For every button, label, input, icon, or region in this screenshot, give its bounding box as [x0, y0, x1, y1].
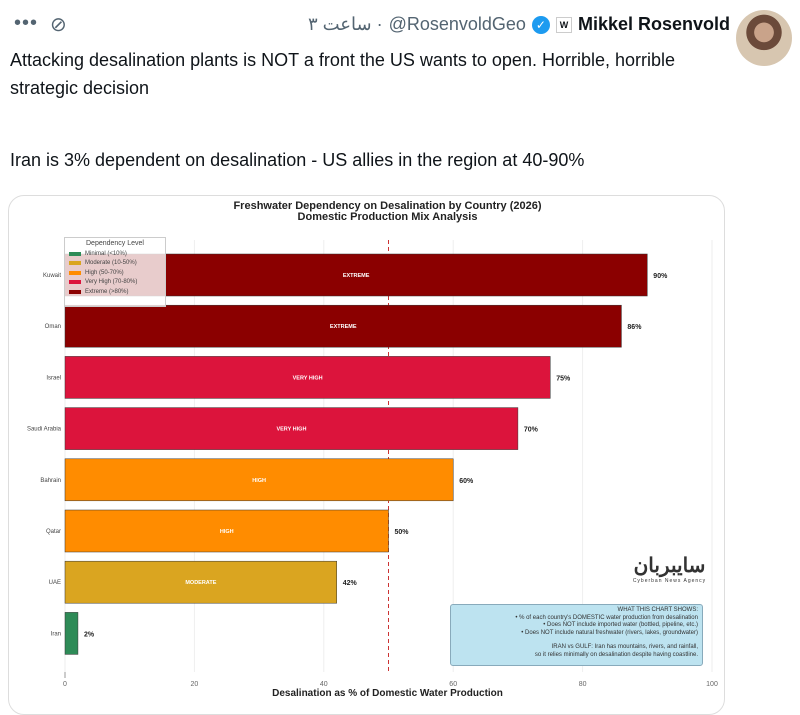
legend-swatch — [69, 270, 81, 275]
bar-label: VERY HIGH — [276, 427, 306, 433]
author-handle[interactable]: @RosenvoldGeo — [388, 14, 526, 34]
bar-iran — [64, 612, 79, 655]
watermark-logo: سایبربان Cyberban News Agency — [632, 555, 707, 584]
affiliate-badge[interactable]: W — [555, 16, 572, 33]
bar-label: MODERATE — [185, 580, 216, 586]
legend-item: Minimal (<10%) — [69, 249, 161, 259]
chart-legend: Dependency Level Minimal (<10%) Moderate … — [64, 237, 166, 307]
bar-label: VERY HIGH — [293, 375, 323, 381]
x-axis-label: Desalination as % of Domestic Water Prod… — [272, 688, 503, 699]
legend-label: Extreme (>80%) — [85, 288, 129, 295]
value-label: 70% — [524, 427, 539, 434]
bar-oman — [64, 304, 622, 348]
legend-label: Moderate (10-50%) — [85, 260, 137, 267]
bar-label: HIGH — [252, 478, 266, 484]
verified-badge-icon: ✓ — [531, 15, 550, 34]
legend-item: Very High (70-80%) — [69, 278, 161, 288]
bar-label: EXTREME — [330, 324, 357, 330]
author-name[interactable]: Mikkel Rosenvold — [577, 14, 730, 34]
bar-qatar — [64, 509, 389, 553]
x-tick-label: 100 — [706, 681, 718, 688]
tweet-text: Attacking desalination plants is NOT a f… — [10, 50, 676, 98]
more-options-icon[interactable]: ••• — [14, 12, 39, 34]
legend-label: Minimal (<10%) — [85, 250, 127, 257]
y-tick-label: Saudi Arabia — [27, 427, 62, 433]
tweet-time[interactable]: ساعت ۳ · — [307, 14, 383, 34]
legend-swatch — [69, 251, 81, 256]
legend-item: Extreme (>80%) — [69, 287, 161, 297]
x-tick-label: 0 — [63, 681, 67, 688]
legend-swatch — [69, 289, 81, 294]
value-label: 2% — [84, 631, 95, 638]
legend-title: Dependency Level — [86, 240, 144, 247]
bar-label: HIGH — [220, 529, 234, 535]
legend-label: High (50-70%) — [85, 269, 124, 276]
chart-title: Freshwater Dependency on Desalination by… — [233, 200, 542, 223]
y-tick-label: Kuwait — [43, 273, 61, 279]
legend-swatch — [69, 280, 81, 285]
bar-label: EXTREME — [343, 273, 370, 279]
value-label: 75% — [556, 375, 571, 382]
y-tick-label: Oman — [45, 324, 61, 330]
value-label: 50% — [395, 529, 410, 536]
y-tick-label: Qatar — [46, 529, 61, 535]
legend-item: Moderate (10-50%) — [69, 259, 161, 269]
y-tick-label: UAE — [49, 580, 61, 586]
bar-bahrain — [64, 458, 454, 502]
value-label: 60% — [459, 478, 474, 485]
y-tick-label: Bahrain — [40, 478, 61, 484]
value-label: 42% — [343, 580, 358, 587]
x-tick-label: 60 — [449, 681, 457, 688]
x-tick-label: 20 — [191, 681, 199, 688]
y-tick-label: Iran — [51, 631, 61, 637]
y-tick-label: Israel — [46, 375, 61, 381]
bar-uae — [64, 560, 337, 604]
x-tick-label: 40 — [320, 681, 328, 688]
value-label: 86% — [627, 324, 642, 331]
x-tick-label: 80 — [579, 681, 587, 688]
tweet-text-2: Iran is 3% dependent on desalination - U… — [10, 150, 585, 170]
legend-item: High (50-70%) — [69, 268, 161, 278]
bar-israel — [64, 356, 551, 399]
bar-saudi-arabia — [64, 407, 519, 450]
legend-swatch — [69, 261, 81, 266]
value-label: 90% — [653, 273, 668, 280]
legend-label: Very High (70-80%) — [85, 279, 138, 286]
avatar[interactable] — [736, 10, 792, 66]
grok-icon[interactable]: ⊘ — [50, 14, 67, 36]
tweet-header: ••• ⊘ ساعت ۳ · @RosenvoldGeo ✓ W Mikkel … — [0, 10, 800, 40]
chart-note: WHAT THIS CHART SHOWS: • % of each count… — [450, 604, 703, 666]
